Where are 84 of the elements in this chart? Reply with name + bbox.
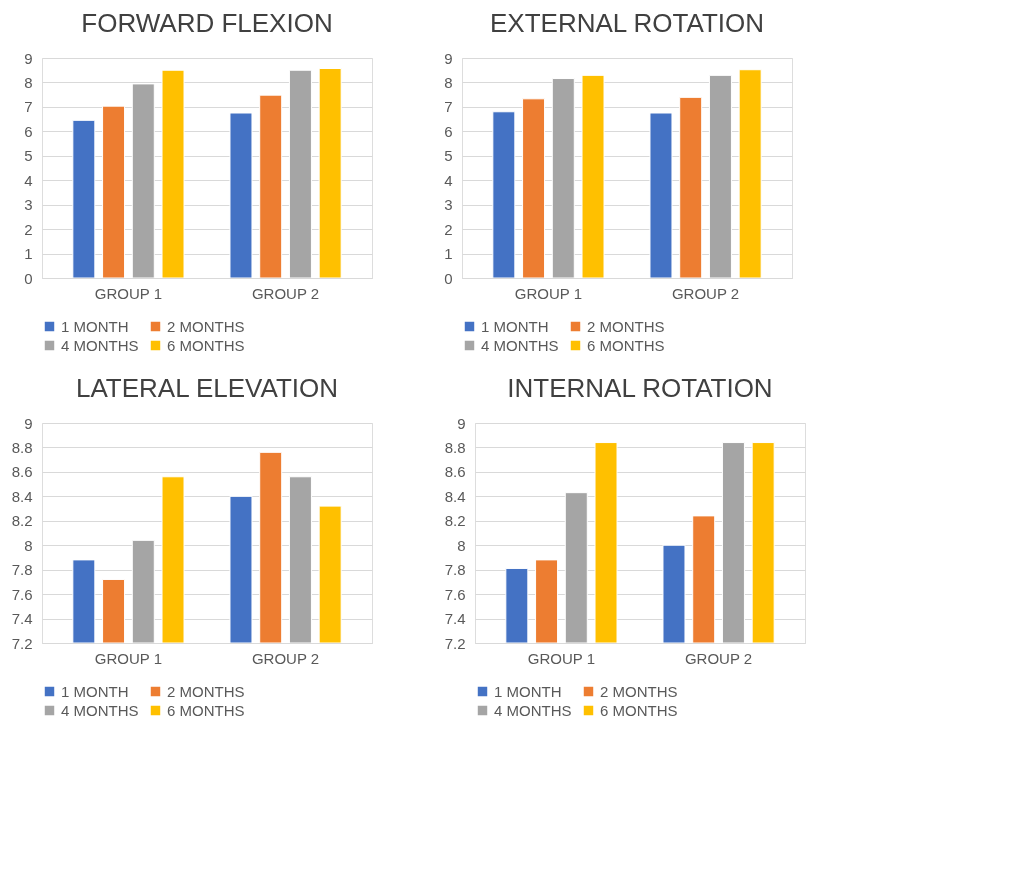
legend-label: 6 MONTHS: [587, 336, 665, 354]
y-tick-label: 8.8: [11, 438, 33, 456]
y-tick-label: 8: [24, 536, 33, 554]
x-tick-label: GROUP 1: [94, 649, 163, 667]
bar: [72, 119, 96, 278]
bar: [649, 112, 673, 278]
y-tick-label: 8: [444, 73, 453, 91]
y-tick-label: 5: [24, 147, 33, 165]
legend-label: 1 MONTH: [494, 682, 562, 700]
y-tick-label: 8.6: [11, 463, 33, 481]
chart-title: EXTERNAL ROTATION: [490, 8, 764, 38]
y-tick-label: 9: [24, 414, 33, 432]
y-tick-label: 6: [444, 122, 453, 140]
y-tick-label: 3: [24, 196, 33, 214]
y-tick-label: 7.6: [11, 585, 33, 603]
y-tick-label: 0: [24, 269, 33, 287]
y-tick-label: 8: [24, 73, 33, 91]
legend-label: 6 MONTHS: [600, 701, 678, 719]
y-tick-label: 7.4: [444, 610, 466, 628]
y-tick-label: 7: [444, 98, 453, 116]
legend-label: 2 MONTHS: [587, 317, 665, 335]
y-tick-label: 1: [444, 245, 453, 263]
bar: [708, 74, 732, 278]
x-tick-label: GROUP 2: [251, 649, 320, 667]
y-tick-label: 8.4: [444, 487, 466, 505]
y-tick-label: 8.4: [11, 487, 33, 505]
legend-label: 1 MONTH: [481, 317, 549, 335]
x-tick-label: GROUP 1: [94, 284, 163, 302]
bar: [259, 94, 283, 278]
x-tick-label: GROUP 2: [671, 284, 740, 302]
y-tick-label: 8.2: [11, 512, 33, 530]
legend-label: 2 MONTHS: [167, 682, 245, 700]
legend-label: 6 MONTHS: [167, 336, 245, 354]
bar: [738, 69, 762, 278]
legend-label: 4 MONTHS: [481, 336, 559, 354]
x-tick-label: GROUP 2: [251, 284, 320, 302]
legend-label: 4 MONTHS: [61, 336, 139, 354]
y-tick-label: 1: [24, 245, 33, 263]
y-tick-label: 2: [24, 220, 33, 238]
y-tick-label: 7: [24, 98, 33, 116]
y-tick-label: 9: [457, 414, 466, 432]
x-tick-label: GROUP 1: [514, 284, 583, 302]
y-tick-label: 3: [444, 196, 453, 214]
y-tick-label: 9: [24, 49, 33, 67]
legend-label: 1 MONTH: [61, 317, 129, 335]
y-tick-label: 4: [24, 171, 33, 189]
bar: [161, 69, 185, 278]
bar: [551, 78, 575, 278]
bar: [102, 105, 126, 278]
legend-label: 4 MONTHS: [494, 701, 572, 719]
x-tick-label: GROUP 2: [684, 649, 753, 667]
bar: [288, 69, 312, 278]
y-tick-label: 9: [444, 49, 453, 67]
y-tick-label: 8.8: [444, 438, 466, 456]
y-tick-label: 5: [444, 147, 453, 165]
y-tick-label: 4: [444, 171, 453, 189]
y-tick-label: 8: [457, 536, 466, 554]
legend-label: 2 MONTHS: [600, 682, 678, 700]
bar: [131, 83, 155, 278]
y-tick-label: 2: [444, 220, 453, 238]
legend-label: 6 MONTHS: [167, 701, 245, 719]
bar: [492, 111, 516, 278]
bar: [318, 68, 342, 278]
x-tick-label: GROUP 1: [527, 649, 596, 667]
chart-title: INTERNAL ROTATION: [507, 373, 773, 403]
y-tick-label: 7.6: [444, 585, 466, 603]
y-tick-label: 6: [24, 122, 33, 140]
chart-title: FORWARD FLEXION: [81, 8, 333, 38]
y-tick-label: 7.8: [444, 561, 466, 579]
y-tick-label: 7.2: [11, 634, 33, 652]
y-tick-label: 8.6: [444, 463, 466, 481]
y-tick-label: 8.2: [444, 512, 466, 530]
y-tick-label: 7.8: [11, 561, 33, 579]
y-tick-label: 0: [444, 269, 453, 287]
legend-label: 4 MONTHS: [61, 701, 139, 719]
bar: [581, 74, 605, 278]
y-tick-label: 7.4: [11, 610, 33, 628]
bar: [229, 112, 253, 278]
bar: [522, 98, 546, 278]
y-tick-label: 7.2: [444, 634, 466, 652]
legend-label: 1 MONTH: [61, 682, 129, 700]
bar: [679, 96, 703, 278]
chart-title: LATERAL ELEVATION: [75, 373, 339, 403]
legend-label: 2 MONTHS: [167, 317, 245, 335]
